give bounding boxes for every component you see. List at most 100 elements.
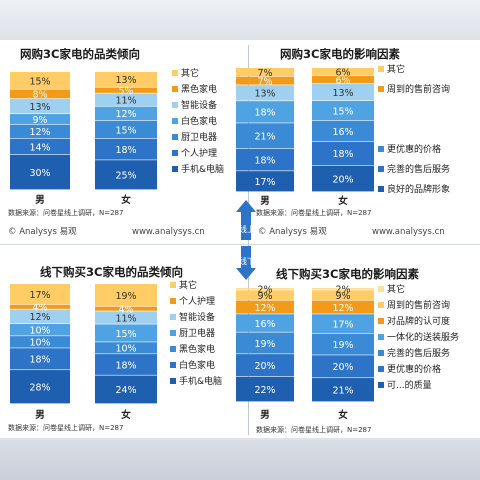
bar-segment: [95, 342, 157, 354]
bar-segment: [312, 141, 374, 166]
horizontal-divider: [0, 244, 480, 245]
data-label: 21%: [254, 132, 275, 143]
legend-swatch: [378, 302, 384, 308]
bar-segment: [95, 72, 157, 87]
stacked-bar-chart: 17% 18% 21% 18% 13% 7%7% 男 20% 18% 16% 15% 13% 6%6% 女…: [236, 63, 450, 207]
bar-segment: [236, 332, 294, 354]
data-label: 5%: [118, 86, 133, 97]
legend-label: 其它: [179, 279, 197, 291]
analysys-logo: © Analysys 易观: [8, 227, 77, 237]
bar-segment: [10, 336, 70, 348]
category-label: 女: [121, 194, 131, 206]
category-label: 女: [338, 409, 348, 421]
bar-segment: [236, 149, 294, 171]
data-label: 10%: [115, 344, 136, 355]
source-note: 数据来源：问卷星线上调研，N=287: [256, 208, 371, 217]
bar-segment: [236, 171, 294, 192]
bar-segment: [10, 89, 70, 99]
bar-segment: [312, 100, 374, 121]
data-label: 13%: [29, 102, 50, 113]
bar-segment: [10, 114, 70, 124]
legend-label: 手机&电脑: [179, 375, 222, 387]
bar-segment: [312, 333, 374, 355]
bar-segment: [312, 68, 374, 76]
chart-title-online-factors: 网购3C家电的影响因素: [280, 47, 400, 61]
up-arrow-icon: [236, 200, 256, 240]
data-label: 17%: [332, 319, 353, 330]
legend-label: 可...的质量: [387, 379, 432, 391]
legend-swatch: [378, 186, 384, 192]
data-label: 16%: [254, 319, 275, 330]
legend-label: 智能设备: [179, 311, 215, 323]
data-label: 2%: [257, 285, 272, 296]
bar-segment: [95, 93, 157, 106]
bar-segment: [10, 72, 70, 89]
bar-segment: [236, 85, 294, 101]
legend-swatch: [378, 382, 384, 388]
bar-segment: [10, 309, 70, 324]
data-label: 17%: [254, 177, 275, 188]
legend-swatch: [172, 70, 178, 76]
legend-swatch: [170, 330, 176, 336]
legend-label: 完善的售后服务: [387, 347, 450, 359]
legend-swatch: [170, 282, 176, 288]
bar-segment: [236, 300, 294, 314]
bar-segment: [95, 87, 157, 93]
data-label: 7%: [257, 76, 272, 87]
data-label: 18%: [115, 145, 136, 156]
data-label: 20%: [332, 174, 353, 185]
legend-swatch: [172, 102, 178, 108]
data-label: 28%: [29, 383, 50, 394]
data-label: 12%: [29, 127, 50, 138]
legend-swatch: [172, 150, 178, 156]
bar-segment: [95, 354, 157, 375]
bar-segment: [10, 370, 70, 404]
legend-swatch: [170, 362, 176, 368]
bar-segment: [236, 314, 294, 332]
legend-label: 周到的售前咨询: [387, 83, 450, 95]
legend-label: 智能设备: [181, 99, 217, 111]
down-arrow-icon: [236, 246, 256, 280]
category-label: 男: [260, 410, 270, 421]
legend-label: 白色家电: [181, 115, 217, 127]
category-label: 女: [121, 409, 131, 421]
legend-label: 个人护理: [179, 295, 215, 307]
category-label: 男: [35, 410, 45, 421]
legend-label: 其它: [181, 67, 199, 79]
legend-label: 黑色家电: [181, 83, 217, 95]
bar-segment: [312, 355, 374, 378]
legend-label: 厨卫电器: [179, 327, 215, 339]
legend-swatch: [378, 66, 384, 72]
bar-segment: [236, 101, 294, 123]
bar-segment: [10, 98, 70, 114]
data-label: 20%: [332, 362, 353, 373]
legend-label: 对品牌的认可度: [387, 315, 450, 327]
data-label: 9%: [32, 115, 47, 126]
data-label: 7%: [257, 68, 272, 79]
bar-segment: [95, 284, 157, 306]
data-label: 11%: [115, 313, 136, 324]
bar-segment: [10, 324, 70, 336]
bar-segment: [312, 120, 374, 142]
bar-segment: [95, 306, 157, 311]
legend-swatch: [172, 118, 178, 124]
legend-label: 更优惠的价格: [387, 143, 441, 155]
legend-swatch: [378, 166, 384, 172]
bar-segment: [95, 375, 157, 404]
bar-segment: [236, 76, 294, 85]
stacked-bar-charts: 30%14%12%9%13%8%15%男25%18%15%12%11%5%13%…: [10, 63, 459, 421]
category-label: 男: [35, 195, 45, 206]
bar-segment: [236, 123, 294, 149]
analysys-logo: © Analysys 易观: [258, 227, 327, 237]
data-label: 15%: [29, 76, 50, 87]
bar-segment: [10, 138, 70, 155]
data-label: 22%: [254, 385, 275, 396]
bar-segment: [312, 83, 374, 101]
bar-segment: [10, 124, 70, 138]
watermark: hdmxcgn.cn: [355, 121, 453, 140]
data-label: 18%: [254, 108, 275, 119]
bar-segment: [236, 288, 294, 290]
stacked-bar-chart: 30%14%12%9%13%8%15%男25%18%15%12%11%5%13%…: [10, 67, 224, 206]
data-label: 18%: [29, 355, 50, 366]
